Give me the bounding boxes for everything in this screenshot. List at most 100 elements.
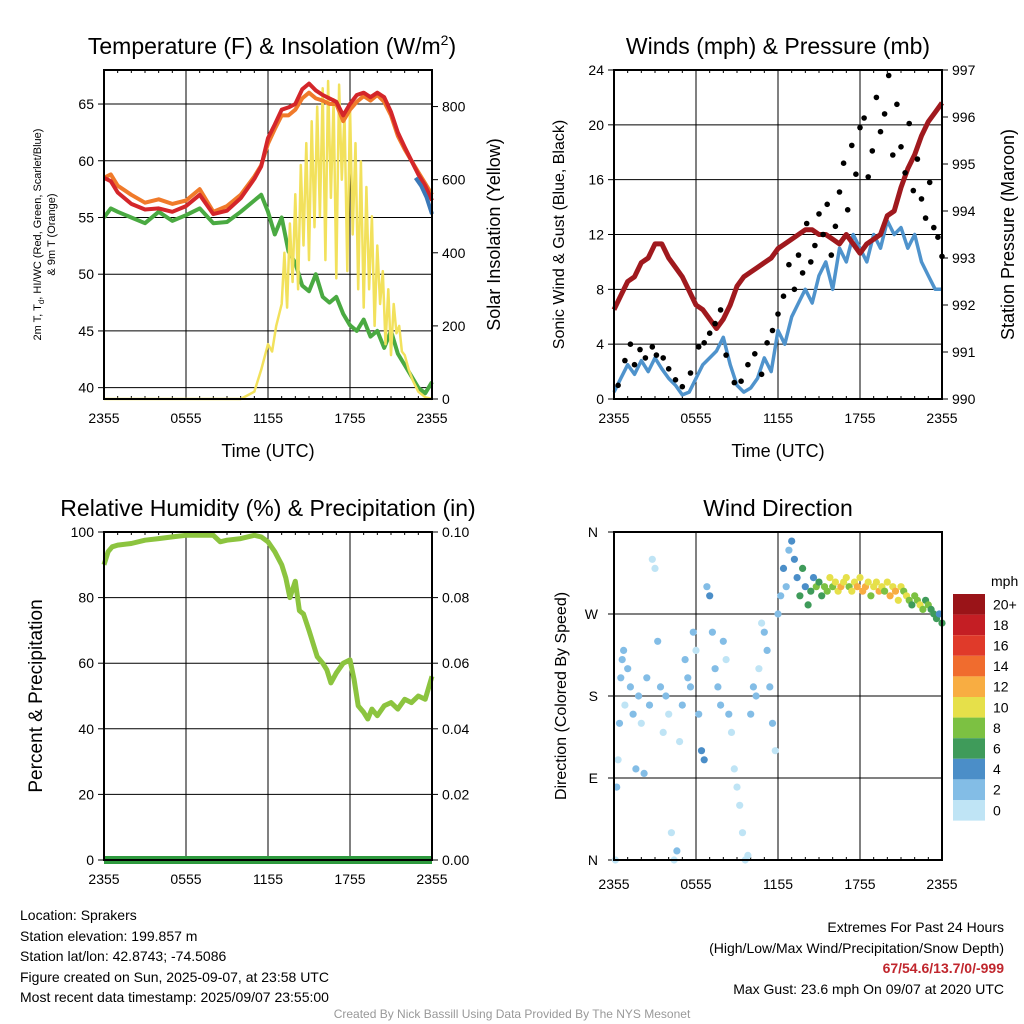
direction-point [614, 756, 622, 764]
legend-label: 16 [993, 638, 1009, 654]
direction-point [686, 683, 695, 691]
direction-point [637, 719, 645, 727]
direction-point [697, 747, 706, 755]
gust-point [840, 160, 847, 166]
gust-point [786, 261, 792, 268]
legend-label: 4 [993, 761, 1001, 777]
gust-point [881, 111, 888, 117]
direction-point [651, 564, 659, 573]
y2-tick-label: 0.10 [442, 524, 469, 540]
extremes-subtitle: (High/Low/Max Wind/Precipitation/Snow De… [709, 939, 1004, 956]
direction-point [752, 692, 760, 700]
direction-point [790, 555, 799, 563]
direction-point [635, 692, 643, 700]
y2-tick-label: 600 [442, 172, 466, 188]
direction-point [692, 646, 700, 655]
y2-tick-label: 994 [952, 203, 976, 219]
gust-point [791, 286, 798, 293]
direction-point [818, 592, 826, 600]
direction-point [801, 583, 809, 591]
direction-point [615, 719, 624, 727]
gust-point [637, 346, 643, 353]
y2-tick-label: 0.00 [442, 852, 469, 868]
legend-label: 10 [993, 699, 1009, 715]
direction-point [673, 847, 681, 855]
y-tick-label: 40 [78, 380, 94, 396]
direction-point [733, 783, 741, 791]
gust-point [836, 189, 843, 195]
series-line-pressure [611, 101, 945, 331]
x-axis-label: Time (UTC) [221, 441, 314, 461]
direction-point [766, 683, 774, 691]
direction-point [799, 564, 807, 573]
series-line-solar [104, 79, 433, 401]
legend-swatch [953, 614, 985, 636]
x-tick-label: 0555 [680, 410, 711, 426]
chart-title: Temperature (F) & Insolation (W/m2) [88, 32, 456, 59]
gust-point [849, 142, 855, 149]
direction-point [768, 719, 777, 727]
gust-point [799, 270, 806, 276]
gust-point [869, 148, 876, 154]
credit-line: Created By Nick Bassill Using Data Provi… [333, 1007, 691, 1021]
direction-point [894, 596, 902, 604]
gust-point [695, 344, 702, 350]
direction-point [856, 574, 864, 582]
x-tick-label: 2355 [416, 871, 447, 887]
gust-point [795, 252, 802, 258]
x-tick-label: 2355 [416, 410, 447, 426]
gust-point [844, 207, 851, 213]
direction-point [779, 564, 788, 573]
legend-swatch [953, 594, 985, 615]
direction-point [864, 578, 872, 586]
legend-swatch [953, 758, 985, 780]
direction-point [738, 829, 747, 837]
y-axis-label: 2m T, Td, HI/WC (Red, Green, Scarlet/Blu… [32, 129, 46, 341]
direction-point [782, 583, 790, 591]
y-tick-label: 16 [588, 172, 604, 188]
gust-point [935, 234, 941, 240]
direction-point [717, 701, 725, 709]
gust-point [816, 211, 822, 217]
series-line-rh [101, 532, 435, 722]
direction-point [744, 851, 752, 860]
gust-point [775, 311, 781, 317]
y2-tick-label: 0.06 [442, 655, 469, 671]
figure-created: Figure created on Sun, 2025-09-07, at 23… [20, 968, 329, 985]
gust-point [706, 330, 713, 337]
gust-point [877, 128, 884, 135]
gust-point [745, 361, 751, 368]
direction-point [626, 683, 635, 691]
direction-point [689, 628, 697, 636]
x-tick-label: 2355 [598, 876, 629, 892]
gust-point [857, 124, 863, 131]
y2-tick-label: 200 [442, 318, 466, 334]
direction-point [676, 738, 684, 746]
gust-point [653, 352, 660, 358]
direction-point [684, 674, 692, 682]
legend-swatch [953, 655, 985, 677]
direction-point [853, 583, 861, 591]
y2-tick-label: 995 [952, 156, 976, 172]
legend-label: 6 [993, 741, 1001, 757]
direction-point [706, 592, 714, 600]
y-axis-label: Percent & Precipitation [26, 599, 47, 792]
extremes-panel: Extremes For Past 24 Hours (High/Low/Max… [709, 917, 1004, 999]
y2-tick-label: 0.08 [442, 590, 469, 606]
y-axis-label-part: 2m T, T [32, 304, 44, 341]
plot-border [103, 531, 433, 861]
x-tick-label: 1155 [253, 410, 283, 426]
direction-point [695, 710, 703, 718]
gust-point [769, 327, 776, 334]
direction-point [656, 683, 665, 691]
y2-tick-label: 997 [952, 62, 976, 78]
gust-point [627, 341, 634, 348]
y-tick-label: 40 [78, 721, 94, 737]
series-line-t2m [103, 81, 434, 217]
y2-tick-label: 800 [442, 99, 466, 115]
chart-title-superscript: 2 [441, 32, 449, 48]
x-tick-label: 1755 [334, 871, 365, 887]
y2-tick-label: 990 [952, 391, 976, 407]
direction-point [919, 605, 927, 614]
